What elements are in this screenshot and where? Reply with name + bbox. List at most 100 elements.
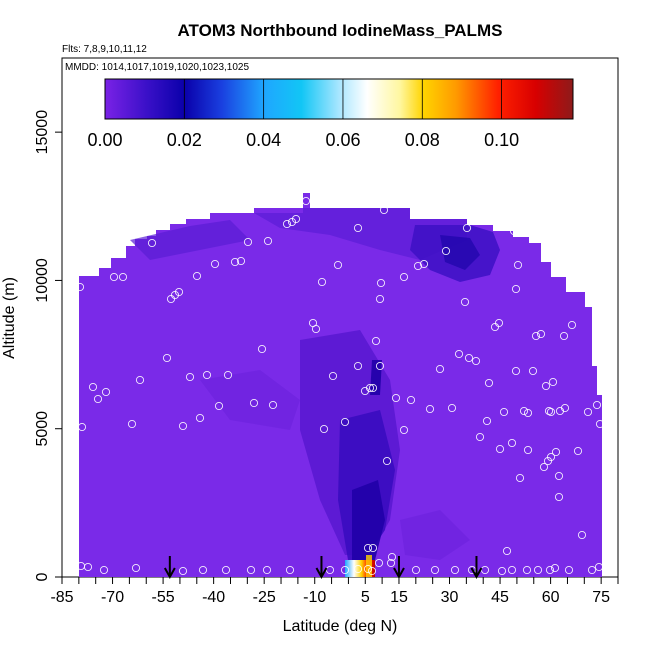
x-tick-label: -85 [50, 589, 73, 606]
x-tick-label: 30 [441, 589, 459, 606]
observation-marker [494, 318, 504, 328]
heatmap-patch [200, 370, 300, 430]
observation-marker [564, 565, 574, 575]
observation-marker [464, 353, 474, 363]
observation-marker [195, 413, 205, 423]
colorbar-tick-label: 0.00 [87, 130, 122, 150]
observation-marker [236, 256, 246, 266]
x-tick-label: -40 [202, 589, 225, 606]
observation-marker [210, 259, 220, 269]
observation-marker [268, 400, 278, 410]
observation-marker [379, 205, 389, 215]
observation-marker [515, 473, 525, 483]
flight-arrow [315, 556, 328, 580]
observation-marker [99, 565, 109, 575]
colorbar-tick-label: 0.10 [484, 130, 519, 150]
observation-marker [178, 566, 188, 576]
observation-marker [174, 287, 184, 297]
observation-marker [536, 329, 546, 339]
observation-marker [462, 223, 472, 233]
y-axis-label: Altitude (m) [1, 277, 18, 359]
observation-marker [522, 565, 532, 575]
observation-marker [450, 565, 460, 575]
observation-marker [523, 408, 533, 418]
observation-marker [249, 398, 259, 408]
observation-marker [367, 566, 377, 576]
colorbar-tick-label: 0.02 [167, 130, 202, 150]
observation-marker [363, 564, 373, 574]
observation-marker [592, 400, 602, 410]
heatmap-patch [400, 510, 470, 560]
observation-marker [340, 565, 350, 575]
observation-marker [291, 214, 301, 224]
observation-marker [554, 492, 564, 502]
observation-marker [75, 282, 85, 292]
flight-arrows [163, 556, 483, 580]
observation-marker [387, 552, 397, 562]
observation-marker [550, 563, 560, 573]
observation-marker [93, 394, 103, 404]
y-tick-label: 15000 [34, 110, 51, 155]
y-tick-label: 10000 [34, 258, 51, 303]
observation-marker [399, 272, 409, 282]
observation-marker [531, 331, 541, 341]
observation-marker [77, 422, 87, 432]
colorbar: 0.00 0.02 0.04 0.06 0.08 0.10 [87, 78, 574, 150]
observation-marker [511, 284, 521, 294]
observation-marker [371, 336, 381, 346]
observation-marker [363, 543, 373, 553]
observation-marker [131, 563, 141, 573]
observation-marker [353, 361, 363, 371]
observation-marker [507, 565, 517, 575]
chart-title: ATOM3 Northbound IodineMass_PALMS [178, 21, 503, 40]
observation-marker [577, 530, 587, 540]
observation-marker [541, 381, 551, 391]
observation-marker [441, 246, 451, 256]
observation-marker [551, 447, 561, 457]
x-tick-label: 60 [542, 589, 560, 606]
observation-marker [118, 272, 128, 282]
y-tick-label: 0 [34, 572, 51, 581]
observation-marker [70, 349, 80, 359]
observation-marker [497, 566, 507, 576]
heatmap-plume-core [366, 555, 372, 577]
observation-marker [411, 565, 421, 575]
observation-marker [340, 417, 350, 427]
observation-marker [528, 366, 538, 376]
observation-marker [533, 565, 543, 575]
observation-marker [594, 314, 604, 324]
observation-markers [70, 196, 605, 576]
observation-marker [559, 331, 569, 341]
heatmap-patch [352, 480, 385, 560]
observation-marker [507, 438, 517, 448]
observation-marker [495, 444, 505, 454]
observation-marker [382, 456, 392, 466]
observation-marker [353, 564, 363, 574]
observation-marker [523, 445, 533, 455]
x-axis-label: Latitude (deg N) [283, 618, 398, 635]
observation-marker [178, 421, 188, 431]
observation-marker [328, 371, 338, 381]
heatmap-field [62, 193, 602, 577]
observation-marker [419, 259, 429, 269]
x-tick-label: -25 [253, 589, 276, 606]
observation-marker [101, 387, 111, 397]
observation-marker [374, 558, 384, 568]
observation-marker [447, 403, 457, 413]
observation-marker [375, 294, 385, 304]
flight-arrow [163, 556, 176, 580]
observation-marker [246, 565, 256, 575]
observation-marker [509, 226, 519, 236]
observation-marker [230, 257, 240, 267]
observation-marker [546, 407, 556, 417]
observation-marker [375, 361, 385, 371]
x-tick-label: 5 [361, 589, 370, 606]
observation-marker [162, 353, 172, 363]
observation-marker [198, 565, 208, 575]
observation-marker [202, 370, 212, 380]
observation-marker [513, 260, 523, 270]
observation-marker [127, 419, 137, 429]
dates-label: MMDD: 1014,1017,1019,1020,1023,1025 [65, 62, 249, 73]
observation-marker [539, 462, 549, 472]
